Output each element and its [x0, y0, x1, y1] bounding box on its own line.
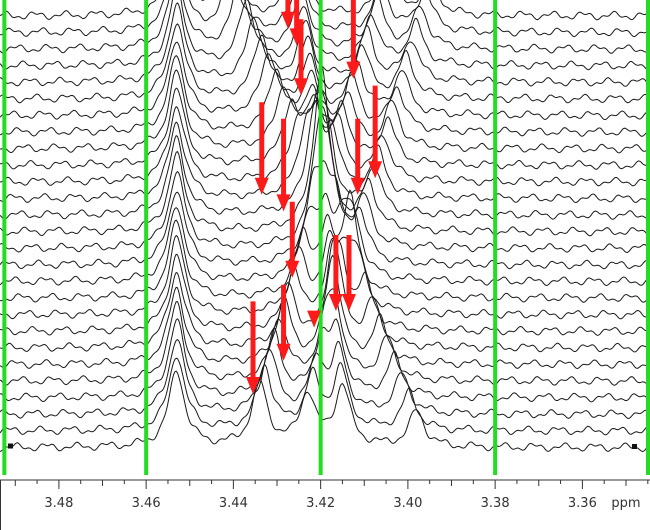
shift-arrow-head	[346, 61, 361, 79]
x-axis-tick-labels: 3.48 3.46 3.44 3.42 3.40 3.38 3.36	[44, 496, 596, 511]
shift-arrow-13	[246, 301, 261, 394]
spectrum-trace-23	[0, 288, 650, 386]
shift-arrow-head	[350, 177, 365, 195]
trace-end-marker-left	[8, 443, 13, 449]
x-axis: 3.48 3.46 3.44 3.42 3.40 3.38 3.36 ppm	[0, 479, 650, 530]
shift-arrow-10	[328, 235, 343, 311]
shift-arrow-11	[341, 235, 356, 311]
shift-arrow-head	[254, 177, 269, 195]
spectrum-trace-9	[0, 69, 650, 154]
spectrum-trace-18	[0, 189, 650, 303]
spectrum-trace-20	[0, 237, 650, 336]
x-tick-label: 3.38	[481, 496, 510, 511]
spectrum-trace-17	[0, 192, 650, 287]
spectrum-trace-10	[0, 87, 650, 170]
shift-arrow-12	[307, 310, 322, 328]
reference-lines	[2, 0, 650, 475]
spectrum-trace-26	[0, 357, 650, 436]
shift-arrow-head	[328, 294, 343, 311]
shift-arrow-8	[350, 118, 365, 195]
spectrum-trace-11	[0, 100, 650, 187]
x-tick-label: 3.40	[393, 496, 422, 511]
spectrum-trace-27	[0, 370, 650, 453]
spectrum-trace-4	[0, 0, 650, 71]
shift-arrow-5	[368, 85, 383, 179]
shift-arrow-1	[280, 0, 295, 29]
x-tick-label: 3.36	[568, 496, 597, 511]
shift-arrow-9	[285, 201, 300, 278]
trace-end-marker-right	[632, 444, 637, 449]
spectrum-trace-12	[0, 99, 650, 204]
spectrum-trace-3	[0, 0, 650, 54]
spectrum-trace-24	[0, 318, 650, 403]
spectrum-trace-16	[0, 160, 650, 270]
shift-arrow-head	[280, 11, 295, 29]
x-axis-unit-label: ppm	[611, 496, 640, 511]
shift-arrow-head	[246, 377, 261, 394]
shift-arrow-3	[294, 19, 309, 96]
shift-arrow-head	[294, 78, 309, 96]
shift-arrow-14	[276, 284, 291, 361]
spectrum-trace-25	[0, 338, 650, 420]
x-tick-label: 3.46	[132, 496, 161, 511]
x-tick-label: 3.42	[306, 496, 335, 511]
shift-arrow-head	[341, 294, 356, 311]
shift-arrow-7	[276, 118, 291, 212]
shift-arrow-6	[254, 102, 269, 195]
shift-arrow-head	[276, 194, 291, 212]
spectrum-trace-19	[0, 229, 650, 320]
spectrum-trace-2	[0, 0, 650, 38]
spectrum-trace-7	[0, 41, 650, 121]
shift-arrows	[246, 0, 383, 394]
shift-arrow-4	[346, 0, 361, 79]
spectrum-trace-5	[0, 2, 650, 87]
x-axis-ticks	[14, 480, 649, 489]
spectrum-trace-21	[0, 238, 650, 353]
spectrum-trace-1	[0, 0, 650, 21]
spectrum-trace-14	[0, 64, 650, 237]
shift-arrow-head	[276, 343, 291, 361]
x-tick-label: 3.48	[44, 496, 73, 511]
spectrum-trace-15	[0, 105, 650, 253]
shift-arrow-head	[307, 310, 322, 328]
spectrum-trace-8	[0, 55, 650, 137]
spectrum-trace-22	[0, 254, 650, 370]
spectrum-trace-13	[0, 85, 650, 220]
shift-arrow-head	[368, 161, 383, 179]
spectrum-traces	[0, 0, 650, 453]
shift-arrow-head	[285, 260, 300, 278]
x-tick-label: 3.44	[219, 496, 248, 511]
